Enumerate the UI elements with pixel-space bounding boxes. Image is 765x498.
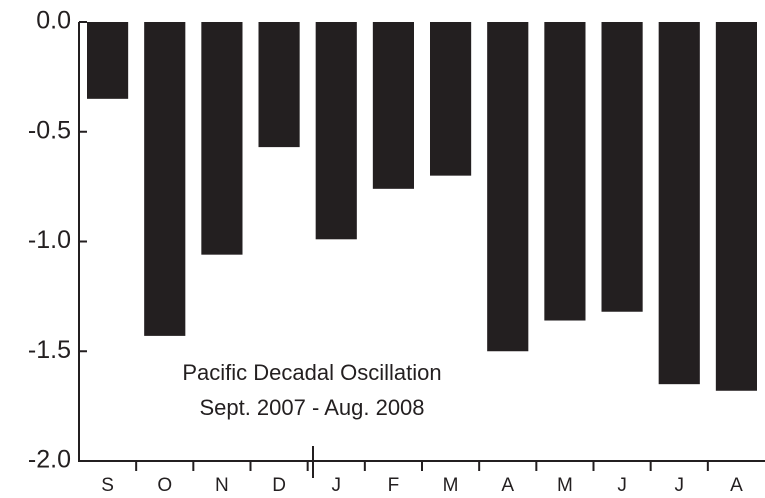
- bar: [372, 22, 414, 189]
- x-tick-label: S: [101, 475, 114, 496]
- x-tick-label: J: [675, 475, 685, 496]
- y-tick-label: -1.5: [28, 336, 71, 364]
- x-tick-label: D: [272, 475, 286, 496]
- annotation: Sept. 2007 - Aug. 2008: [199, 395, 424, 420]
- x-tick-label: A: [730, 475, 743, 496]
- bar: [201, 22, 243, 255]
- x-tick-label: O: [157, 475, 172, 496]
- x-tick-label: N: [215, 475, 229, 496]
- y-tick-label: -2.0: [28, 446, 71, 474]
- y-tick-label: -0.5: [28, 116, 71, 144]
- y-tick-label: 0.0: [36, 7, 71, 35]
- x-tick-label: J: [332, 475, 342, 496]
- y-tick-label: -1.0: [28, 226, 71, 254]
- bar: [715, 22, 757, 391]
- bar: [430, 22, 472, 176]
- bar: [544, 22, 586, 321]
- bar: [601, 22, 643, 312]
- bar: [87, 22, 129, 99]
- bar: [315, 22, 357, 240]
- bar: [487, 22, 529, 352]
- x-tick-label: M: [443, 475, 459, 496]
- bar: [658, 22, 700, 385]
- x-tick-label: J: [617, 475, 627, 496]
- bar: [144, 22, 186, 336]
- x-tick-label: F: [388, 475, 400, 496]
- x-tick-label: M: [557, 475, 573, 496]
- bar: [258, 22, 300, 148]
- annotation: Pacific Decadal Oscillation: [182, 360, 441, 385]
- x-tick-label: A: [501, 475, 514, 496]
